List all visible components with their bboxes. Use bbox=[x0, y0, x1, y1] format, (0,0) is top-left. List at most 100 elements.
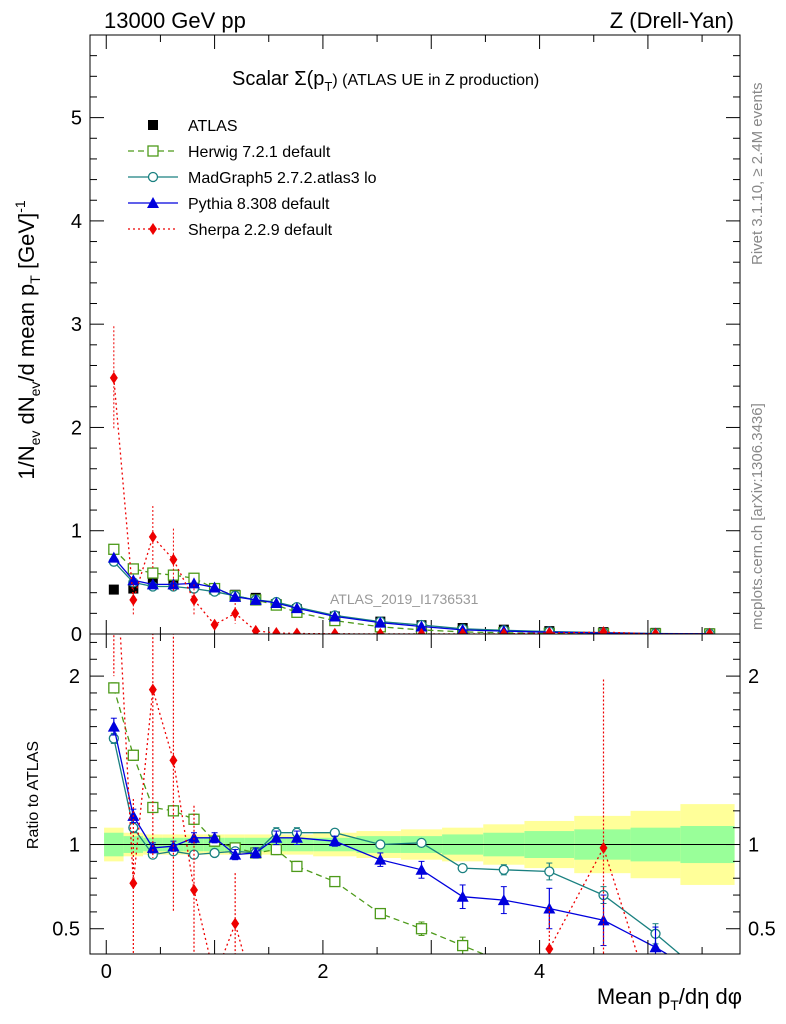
point-sherpa bbox=[599, 626, 608, 634]
ratio-point-sherpa bbox=[331, 1005, 339, 1017]
point-herwig bbox=[127, 563, 139, 575]
ratio-ytick-label-right: 1 bbox=[748, 835, 759, 857]
xlabel-part-0: Mean p bbox=[597, 984, 670, 1009]
point-sherpa bbox=[376, 627, 385, 634]
ratio-point-herwig bbox=[108, 682, 120, 694]
point-pythia bbox=[127, 574, 140, 586]
ratio-point-herwig bbox=[457, 939, 469, 952]
ratio-point-sherpa bbox=[376, 1005, 384, 1017]
ratio-point-sherpa bbox=[545, 942, 554, 954]
ratio-point-sherpa bbox=[272, 1002, 280, 1014]
ratio-point-herwig bbox=[415, 923, 428, 935]
point-pythia bbox=[208, 581, 221, 593]
ratio-point-madgraph bbox=[375, 839, 386, 850]
point-sherpa bbox=[499, 627, 508, 634]
ratio-point-sherpa bbox=[459, 1005, 467, 1017]
main-ytick-label: 1 bbox=[71, 521, 82, 543]
legend-marker-herwig bbox=[147, 145, 159, 157]
main-ytick-label: 3 bbox=[71, 314, 82, 336]
ratio-point-sherpa bbox=[211, 972, 219, 984]
point-pythia bbox=[249, 593, 262, 605]
main-panel: 0 1 2 3 4 5 Scalar Σ(pT) (ATLAS UE in Z produ… bbox=[12, 34, 741, 646]
ratio-point-herwig bbox=[270, 843, 282, 856]
ratio-point-sherpa bbox=[169, 754, 178, 767]
legend-marker-sherpa bbox=[149, 223, 157, 235]
main-title: Scalar Σ(pT) (ATLAS UE in Z production) bbox=[232, 68, 539, 94]
ratio-point-herwig bbox=[544, 971, 554, 981]
ratio-series-sherpa bbox=[113, 634, 638, 1017]
point-pythia bbox=[328, 610, 341, 622]
main-ylabel: 1/Nev dNev/d mean pT [GeV]-1 bbox=[12, 200, 43, 480]
ratio-point-pythia bbox=[229, 848, 242, 860]
header-left: 13000 GeV pp bbox=[104, 8, 246, 33]
ratio-point-pythia bbox=[208, 831, 221, 843]
ratio-point-herwig bbox=[127, 749, 139, 761]
point-sherpa bbox=[109, 371, 118, 384]
point-pythia bbox=[146, 578, 159, 590]
point-pythia bbox=[415, 620, 428, 632]
point-pythia bbox=[188, 577, 200, 589]
main-ytick-label: 2 bbox=[71, 417, 82, 439]
ratio-xlabel: Mean pT/dη dφ bbox=[597, 984, 742, 1013]
ratio-point-pythia bbox=[270, 831, 283, 843]
ratio-point-sherpa bbox=[599, 841, 608, 854]
ratio-ytick-label-right: 0.5 bbox=[748, 919, 776, 941]
main-ytick-label: 5 bbox=[71, 108, 82, 130]
ratio-ytick-label: 0.5 bbox=[52, 919, 80, 941]
xlabel-part-1: T bbox=[670, 997, 679, 1013]
ratio-point-sherpa bbox=[129, 877, 138, 890]
ratio-point-sherpa bbox=[418, 1005, 426, 1017]
ratio-point-sherpa bbox=[500, 1005, 508, 1017]
header-right: Z (Drell-Yan) bbox=[610, 8, 734, 33]
ratio-point-sherpa bbox=[231, 917, 240, 930]
ratio-point-sherpa bbox=[252, 992, 260, 1004]
main-ytick-label: 0 bbox=[71, 624, 82, 646]
point-atlas bbox=[108, 584, 119, 595]
rivet-label: Rivet 3.1.10, ≥ 2.4M events bbox=[749, 83, 766, 266]
ratio-point-madgraph bbox=[544, 866, 555, 877]
legend-label-atlas: ATLAS bbox=[188, 118, 238, 135]
point-pythia bbox=[374, 616, 387, 628]
point-sherpa bbox=[129, 593, 138, 606]
ratio-ytick-label: 2 bbox=[69, 666, 80, 688]
ratio-xtick-label: 4 bbox=[534, 961, 545, 983]
point-sherpa bbox=[231, 607, 240, 620]
ratio-point-herwig bbox=[499, 957, 509, 967]
point-pythia bbox=[290, 602, 303, 614]
legend-marker-atlas bbox=[148, 120, 158, 130]
ratio-point-pythia bbox=[146, 841, 159, 853]
series-sherpa bbox=[109, 326, 714, 634]
point-herwig bbox=[147, 567, 159, 579]
ratio-point-sherpa bbox=[190, 884, 198, 896]
point-sherpa bbox=[148, 530, 157, 543]
ratio-frame bbox=[89, 633, 741, 955]
legend-marker-pythia bbox=[147, 197, 159, 208]
point-sherpa bbox=[417, 627, 426, 634]
main-title-sub: T bbox=[324, 79, 332, 94]
point-sherpa bbox=[169, 553, 178, 566]
legend-label-madgraph: MadGraph5 2.7.2.atlas3 lo bbox=[188, 170, 377, 187]
ratio-line-sherpa bbox=[119, 634, 638, 954]
point-pythia bbox=[229, 590, 242, 602]
point-sherpa bbox=[292, 627, 301, 634]
main-ytick-label: 4 bbox=[71, 211, 82, 233]
ratio-point-pythia bbox=[107, 720, 120, 732]
legend-label-pythia: Pythia 8.308 default bbox=[188, 196, 330, 213]
ylabel-part-7: -1 bbox=[12, 200, 28, 213]
legend-label-sherpa: Sherpa 2.2.9 default bbox=[188, 222, 333, 239]
point-sherpa bbox=[705, 627, 714, 634]
ratio-ytick-label: 1 bbox=[69, 835, 80, 857]
ylabel-part-0: 1/N bbox=[14, 445, 39, 479]
point-sherpa bbox=[651, 627, 660, 634]
main-title-tail: ) (ATLAS UE in Z production) bbox=[332, 72, 539, 89]
legend: ATLAS Herwig 7.2.1 default MadGraph5 2.7.2… bbox=[128, 118, 377, 239]
ratio-point-pythia bbox=[374, 853, 387, 865]
ratio-point-madgraph bbox=[498, 864, 509, 875]
ratio-point-madgraph bbox=[416, 837, 427, 848]
ratio-point-sherpa bbox=[148, 683, 157, 696]
main-title-text: Scalar Σ(p bbox=[232, 68, 324, 90]
ratio-point-pythia bbox=[328, 835, 341, 847]
point-sherpa bbox=[330, 627, 339, 634]
ratio-point-pythia bbox=[497, 894, 510, 906]
